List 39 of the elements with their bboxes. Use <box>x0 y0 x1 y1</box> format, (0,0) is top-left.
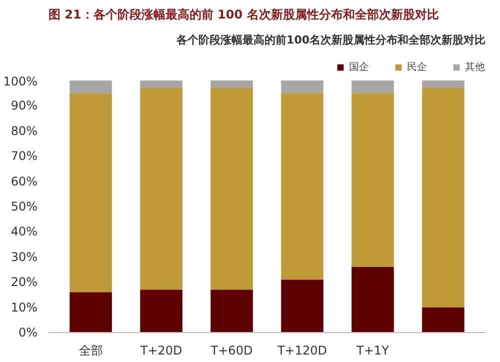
y-tick-label: 90% <box>10 98 38 113</box>
y-tick-label: 20% <box>10 275 38 290</box>
bar <box>210 290 253 332</box>
bar <box>70 292 112 332</box>
x-tick-label: T+120D <box>276 344 328 358</box>
chart-title: 图 21：各个阶段涨幅最高的前 100 名次新股属性分布和全部次新股对比 <box>48 8 439 22</box>
bar <box>352 80 394 94</box>
bar <box>281 80 324 94</box>
bar <box>352 93 394 267</box>
bar <box>140 88 182 290</box>
y-tick-label: 30% <box>10 250 38 264</box>
y-tick-label: 10% <box>10 300 38 314</box>
bar <box>422 88 464 308</box>
bar <box>140 80 182 88</box>
legend-label: 其他 <box>465 60 485 74</box>
bar <box>210 80 253 88</box>
y-tick-label: 50% <box>10 200 38 214</box>
x-tick-label: T+60D <box>210 344 253 358</box>
bar <box>281 280 324 332</box>
bar <box>422 80 464 88</box>
y-tick-label: 70% <box>10 149 38 164</box>
y-tick-label: 60% <box>10 174 38 188</box>
y-tick-label: 80% <box>10 124 38 138</box>
y-tick-label: 0% <box>18 326 38 340</box>
legend-label: 国企 <box>349 61 369 74</box>
y-tick-label: 40% <box>10 224 38 239</box>
bar <box>352 266 394 332</box>
chart-subtitle: 各个阶段涨幅最高的前100名次新股属性分布和全部次新股对比 <box>176 34 486 46</box>
bar <box>422 307 464 332</box>
x-tick-label: T+20D <box>139 344 182 358</box>
bar <box>210 88 253 290</box>
bar <box>140 290 182 332</box>
bar <box>70 93 112 292</box>
legend-label: 民企 <box>407 61 427 74</box>
x-tick-label: T+1Y <box>356 344 390 358</box>
y-tick-label: 100% <box>3 74 38 88</box>
bar <box>70 80 112 94</box>
bar <box>281 93 324 280</box>
x-tick-label: 全部 <box>78 344 103 358</box>
